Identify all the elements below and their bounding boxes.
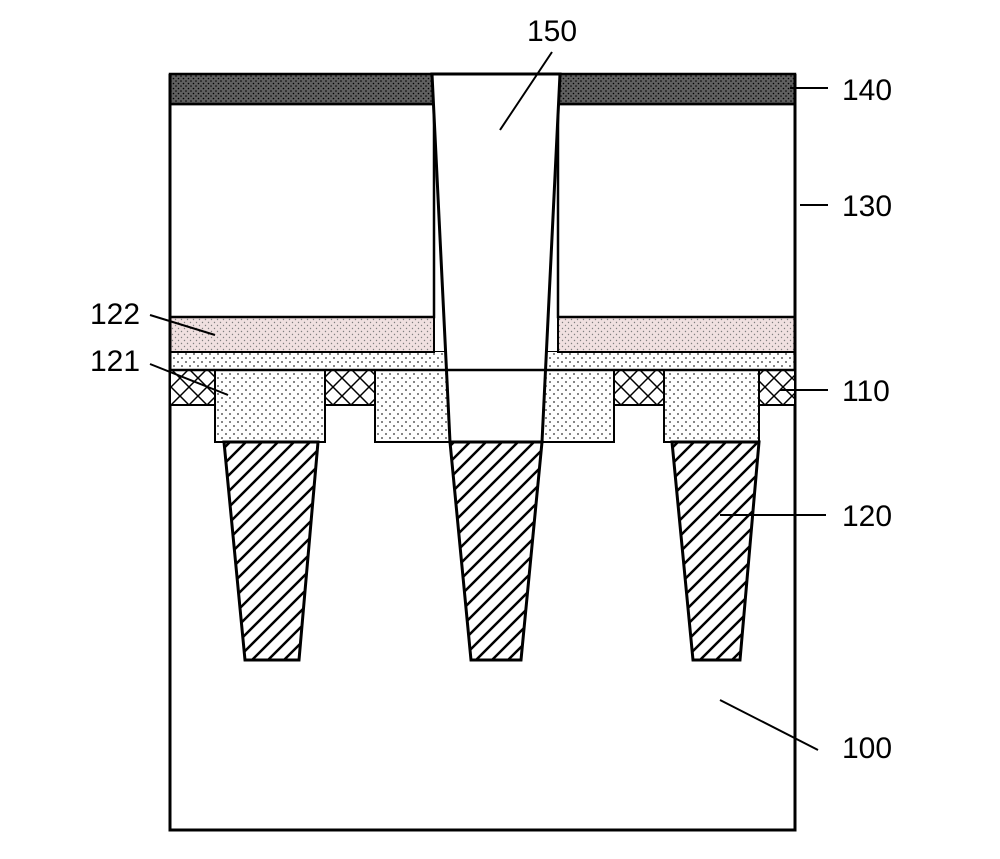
label-130: 130 <box>842 190 892 224</box>
region-150 <box>432 74 560 442</box>
layer-140 <box>558 74 795 104</box>
label-100: 100 <box>842 732 892 766</box>
label-110: 110 <box>842 375 890 409</box>
label-150: 150 <box>527 15 577 49</box>
label-140: 140 <box>842 74 892 108</box>
layer-110-segment <box>614 370 664 405</box>
label-120: 120 <box>842 500 892 534</box>
semiconductor-cross-section: 150 140 130 122 121 110 120 100 <box>0 0 1000 859</box>
layer-110-segment <box>325 370 375 405</box>
diagram-svg <box>0 0 1000 859</box>
layer-122 <box>558 317 795 352</box>
layer-110-segment <box>759 370 795 405</box>
layer-122 <box>170 317 434 352</box>
label-121: 121 <box>90 345 140 379</box>
layer-140 <box>170 74 434 104</box>
label-122: 122 <box>90 298 140 332</box>
layer-130 <box>170 104 434 317</box>
layer-130 <box>558 104 795 317</box>
